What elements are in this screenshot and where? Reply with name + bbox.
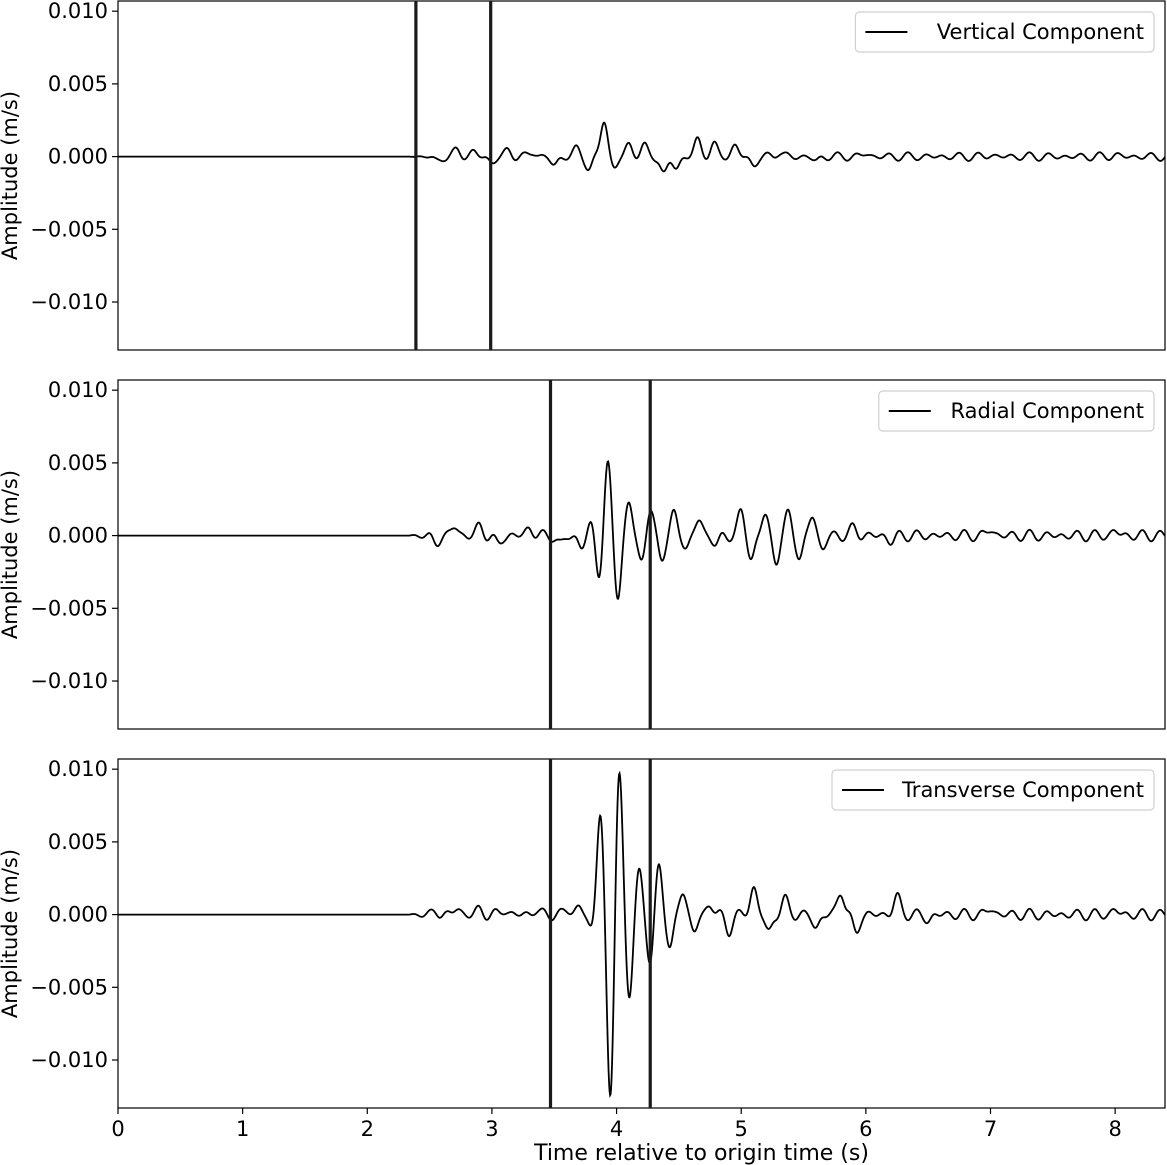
panel-bottom: 0.010 0.005 0.000 −0.005 −0.010 0 1 2 3 4 5 6 7 8 Ampl… [0,757,1166,1165]
x-tick-label: 0 [111,1117,124,1141]
y-tick-label: 0.010 [48,378,108,402]
series-line-middle [118,460,1165,600]
plot-frame [117,758,1166,1109]
series-line-bottom [118,770,1165,1099]
y-tick-label: 0.010 [48,757,108,781]
y-tick-label: −0.005 [30,975,108,999]
legend-box [854,11,1155,53]
plot-frame [117,0,1166,351]
y-tick-label: 0.005 [48,451,108,475]
x-axis-label: Time relative to origin time (s) [533,1141,869,1165]
x-tick-label: 8 [1108,1117,1121,1141]
y-axis-label: Amplitude (m/s) [0,849,22,1018]
y-tick-label: 0.010 [48,0,108,23]
legend: Radial Component [878,390,1155,432]
legend-label: Transverse Component [901,778,1144,802]
legend: Transverse Component [831,769,1155,811]
panel-top: 0.010 0.005 0.000 −0.005 −0.010 Amplitude (m/… [0,0,1166,351]
x-tick-label: 6 [859,1117,872,1141]
legend-box [831,769,1155,811]
x-tick-label: 5 [735,1117,748,1141]
y-tick-label: −0.005 [30,596,108,620]
y-tick-label: −0.005 [30,217,108,241]
y-tick-label: 0.005 [48,72,108,96]
legend-label: Radial Component [951,399,1144,423]
series-line-top [118,121,1165,173]
x-tick-label: 2 [361,1117,374,1141]
legend-box [878,390,1155,432]
y-tick-label: 0.000 [48,145,108,169]
x-tick-label: 4 [610,1117,623,1141]
legend-label: Vertical Component [937,20,1144,44]
y-tick-label: −0.010 [30,1048,108,1072]
x-tick-label: 3 [485,1117,498,1141]
y-tick-label: 0.000 [48,903,108,927]
legend: Vertical Component [854,11,1155,53]
y-tick-label: 0.000 [48,524,108,548]
panel-middle: 0.010 0.005 0.000 −0.005 −0.010 Amplitude (m/… [0,378,1166,730]
x-tick-label: 7 [984,1117,997,1141]
plot-frame [117,379,1166,730]
x-tick-label: 1 [236,1117,249,1141]
y-tick-label: −0.010 [30,290,108,314]
y-axis-label: Amplitude (m/s) [0,91,22,260]
y-tick-label: 0.005 [48,830,108,854]
y-tick-label: −0.010 [30,669,108,693]
y-axis-label: Amplitude (m/s) [0,470,22,639]
